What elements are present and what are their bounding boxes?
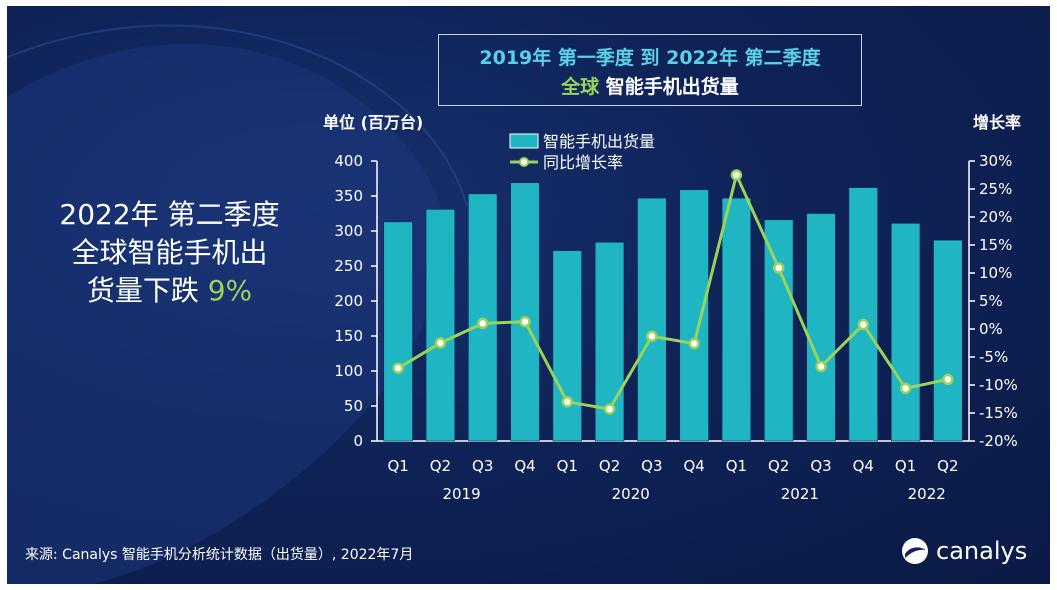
y-right-tick-label: 5% [979, 292, 1003, 310]
chart-title-line1: 2019年 第一季度 到 2022年 第二季度 [479, 47, 821, 69]
legend-bar-label: 智能手机出货量 [543, 132, 655, 151]
x-tick-label: Q4 [683, 457, 704, 475]
shipment-bar [552, 250, 582, 442]
chart-title-rest: 智能手机出货量 [599, 76, 739, 98]
canalys-logo: canalys [900, 536, 1027, 566]
growth-point [730, 169, 743, 181]
x-year-label: 2020 [612, 485, 650, 503]
headline-line3-text: 货量下跌 [86, 274, 208, 307]
y-right-tick-label: 10% [979, 264, 1012, 282]
y-right-tick-label: 20% [979, 208, 1012, 226]
x-year-label: 2019 [442, 485, 480, 503]
y-left-tick-label: 150 [334, 327, 363, 345]
y-left-tick-label: 300 [334, 222, 363, 240]
x-tick-label: Q2 [768, 457, 789, 475]
y-right-tick-label: -10% [979, 376, 1018, 394]
source-note: 来源: Canalys 智能手机分析统计数据（出货量）, 2022年7月 [25, 547, 414, 563]
shipment-bar [510, 182, 540, 442]
shipments-chart: 0 50 100 150 200 250 300 350 400 -20% -15% -10% -5% 0… [323, 113, 1021, 503]
headline: 2022年 第二季度 全球智能手机出 货量下跌 9% [27, 196, 312, 310]
y-left-tick-label: 400 [334, 152, 363, 170]
y-left-tick-label: 50 [344, 397, 363, 415]
shipment-bar [468, 193, 498, 442]
y-right-tick-label: -20% [979, 432, 1018, 450]
growth-point [815, 360, 827, 373]
x-tick-label: Q3 [472, 457, 493, 475]
legend-line-marker [519, 157, 529, 167]
x-tick-label: Q1 [557, 457, 578, 475]
y-left-tick-label: 100 [334, 362, 363, 380]
y-right-tick-label: 15% [979, 236, 1012, 254]
growth-point [519, 315, 531, 328]
y-right-tick-label: -15% [979, 404, 1018, 422]
chart-title-accent: 全球 [561, 76, 600, 98]
x-year-label: 2022 [908, 485, 946, 503]
legend-line-label: 同比增长率 [543, 153, 623, 172]
growth-point [434, 337, 447, 349]
x-tick-label: Q1 [387, 457, 408, 475]
slide-background: 2019年 第一季度 到 2022年 第二季度 全球 智能手机出货量 2022年… [7, 6, 1050, 584]
axis-labels: 0 50 100 150 200 250 300 350 400 -20% -15% -10% -5% 0… [334, 152, 1017, 503]
decorative-swirl [7, 24, 468, 584]
shipment-bar [764, 219, 794, 442]
shipment-bar [933, 239, 963, 442]
x-tick-label: Q4 [853, 457, 874, 475]
x-tick-label: Q2 [430, 457, 451, 475]
x-year-label: 2021 [781, 485, 819, 503]
shipment-bar [721, 197, 752, 442]
x-tick-label: Q2 [937, 457, 958, 475]
growth-point [476, 317, 489, 330]
shipment-bar [637, 197, 667, 442]
x-tick-label: Q3 [641, 457, 662, 475]
growth-point [688, 337, 700, 350]
legend: 智能手机出货量 同比增长率 [509, 132, 655, 172]
y-left-tick-label: 350 [334, 187, 363, 205]
y-left-tick-label: 200 [334, 292, 363, 310]
shipment-bar [679, 189, 709, 442]
headline-line2: 全球智能手机出 [71, 236, 268, 269]
x-tick-label: Q1 [726, 457, 747, 475]
chart-title-box: 2019年 第一季度 到 2022年 第二季度 全球 智能手机出货量 [438, 34, 862, 106]
shipment-bar [806, 213, 836, 442]
bar-series [383, 182, 963, 442]
legend-bar-swatch [509, 133, 539, 149]
x-tick-label: Q2 [599, 457, 620, 475]
growth-point [603, 403, 616, 415]
shipment-bar [890, 223, 921, 442]
growth-point [899, 382, 912, 395]
growth-point [772, 262, 785, 274]
y-left-tick-label: 0 [353, 432, 363, 450]
chart-title-line2: 全球 智能手机出货量 [439, 72, 861, 99]
y-axis-right-title: 增长率 [973, 113, 1021, 132]
chart-axes [371, 160, 975, 442]
canalys-logo-icon [902, 538, 928, 564]
headline-line1: 2022年 第二季度 [59, 198, 280, 231]
y-right-tick-label: 25% [979, 180, 1012, 198]
growth-point [561, 396, 574, 408]
canalys-logo-text: canalys [936, 537, 1028, 565]
x-tick-label: Q1 [895, 457, 916, 475]
growth-point [392, 362, 404, 374]
growth-line [397, 170, 949, 411]
shipment-bar [425, 209, 456, 442]
growth-line-series [392, 169, 954, 415]
x-tick-label: Q4 [514, 457, 535, 475]
shipment-bar [848, 187, 878, 442]
headline-line3: 货量下跌 9% [27, 272, 312, 310]
growth-point [646, 330, 658, 343]
y-right-tick-label: 0% [979, 320, 1003, 338]
y-right-tick-label: -5% [979, 348, 1008, 366]
growth-point [942, 373, 954, 386]
x-tick-label: Q3 [810, 457, 831, 475]
y-axis-left-title: 单位 (百万台) [323, 113, 423, 132]
y-left-tick-label: 250 [334, 257, 363, 275]
headline-decline-percent: 9% [207, 274, 253, 307]
growth-point [857, 318, 870, 331]
y-right-tick-label: 30% [979, 152, 1012, 170]
shipment-bar [383, 221, 413, 442]
